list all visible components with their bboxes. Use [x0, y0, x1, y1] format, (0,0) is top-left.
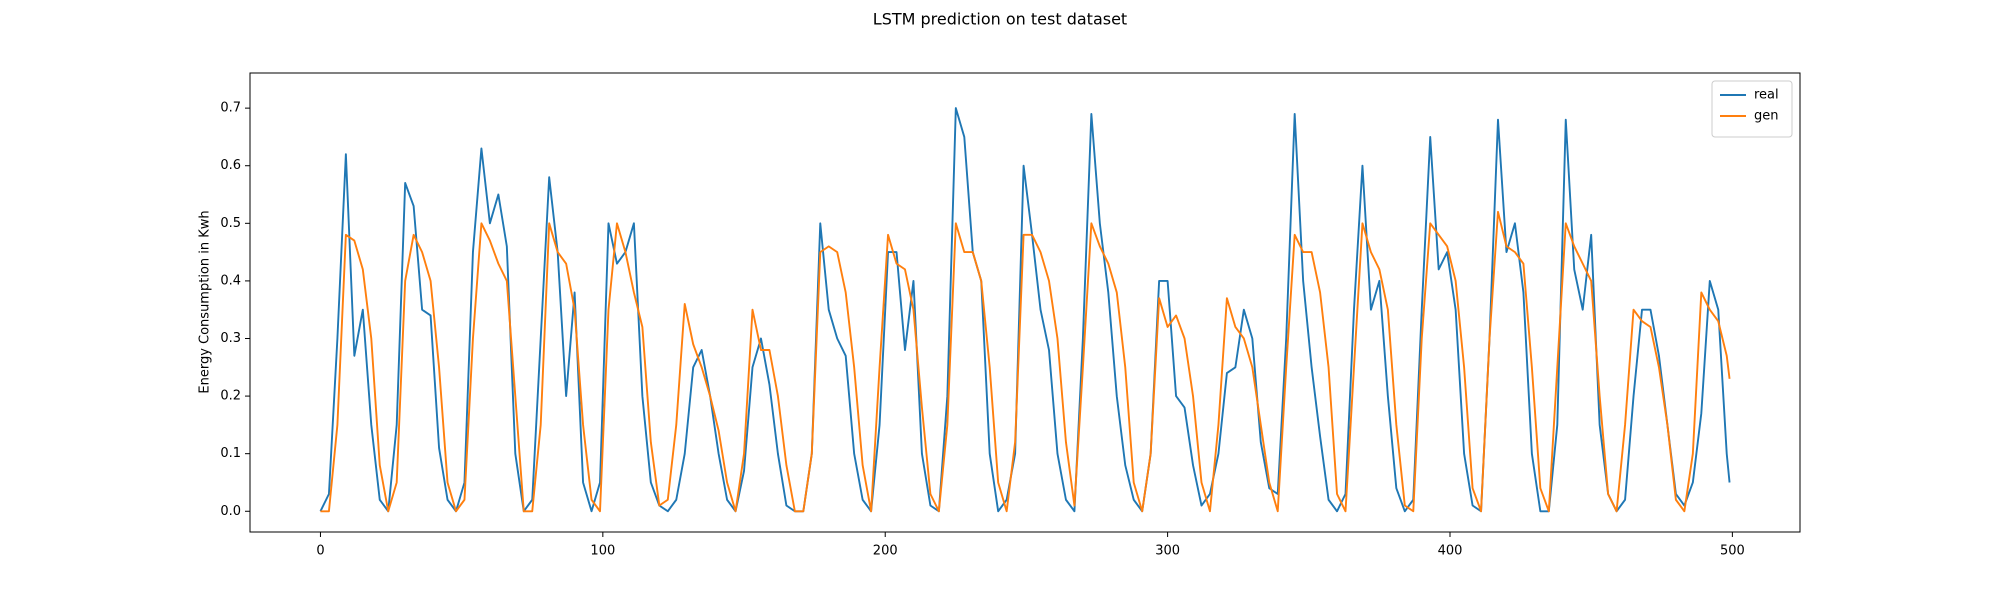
y-tick-label: 0.0 — [220, 504, 241, 519]
x-tick-label: 500 — [1720, 544, 1745, 559]
legend-label: real — [1754, 88, 1779, 103]
y-tick-label: 0.3 — [220, 331, 241, 346]
y-tick-label: 0.7 — [220, 101, 241, 116]
y-tick-label: 0.6 — [220, 158, 241, 173]
y-tick-label: 0.5 — [220, 216, 241, 231]
y-tick-label: 0.4 — [220, 273, 241, 288]
series-line — [320, 210, 1731, 513]
x-tick-label: 0 — [316, 544, 324, 559]
legend-label: gen — [1754, 109, 1779, 124]
legend-box — [1711, 80, 1793, 138]
x-tick-label: 200 — [873, 544, 898, 559]
chart-title: LSTM prediction on test dataset — [873, 10, 1127, 29]
plot-frame — [249, 72, 1801, 533]
y-tick-label: 0.2 — [220, 389, 241, 404]
x-tick-label: 300 — [1155, 544, 1180, 559]
x-tick-label: 400 — [1438, 544, 1463, 559]
series-line — [319, 107, 1731, 513]
y-tick-label: 0.1 — [220, 446, 241, 461]
y-axis-label: Energy Consumption in Kwh — [198, 210, 213, 393]
x-tick-label: 100 — [590, 544, 615, 559]
